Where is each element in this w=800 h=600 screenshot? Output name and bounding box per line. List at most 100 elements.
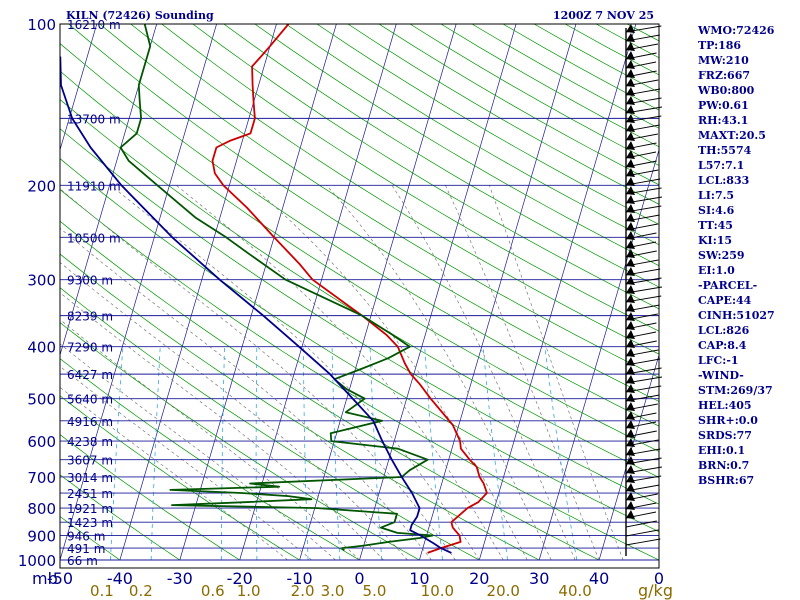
temperature-tick-label: -40 <box>107 569 133 588</box>
wind-barb <box>625 285 663 294</box>
stat-item: SI:4.6 <box>698 204 735 217</box>
pressure-tick-label: 900 <box>27 527 56 545</box>
height-label: 16210 m <box>67 18 121 32</box>
height-label: 4916 m <box>67 415 113 429</box>
wind-barb <box>625 159 657 168</box>
height-label: 11910 m <box>67 179 121 193</box>
wind-barb <box>625 330 657 339</box>
height-label: 6427 m <box>67 368 113 382</box>
stat-item: TT:45 <box>698 219 733 232</box>
temperature-tick-label: 30 <box>529 569 549 588</box>
isotherm-line <box>119 24 277 561</box>
stat-item: WB0:800 <box>698 84 755 97</box>
pressure-tick-label: 400 <box>27 339 56 357</box>
pressure-tick-label: 700 <box>27 469 56 487</box>
wind-barb <box>625 87 661 96</box>
stat-item: EHI:0.1 <box>698 444 746 457</box>
stat-item: MW:210 <box>698 54 749 67</box>
height-label: 1423 m <box>67 516 113 530</box>
moist-adiabat-line <box>60 227 432 561</box>
mixing-ratio-unit-label: g/kg <box>638 581 673 600</box>
stat-item: TP:186 <box>698 39 742 52</box>
wind-barb <box>625 33 660 42</box>
wind-barb <box>625 51 657 60</box>
wind-barb <box>625 141 657 150</box>
isotherm-line <box>538 148 659 561</box>
wind-barb <box>625 456 662 465</box>
stat-item: SW:259 <box>698 249 745 262</box>
temperature-tick-label: -50 <box>47 569 73 588</box>
stat-item: EI:1.0 <box>698 264 735 277</box>
temperature-tick-label: 0 <box>354 569 364 588</box>
wind-barb <box>625 105 663 114</box>
moist-adiabat-line <box>250 185 528 561</box>
wind-barbs <box>625 24 663 556</box>
stat-item: SHR+:0.0 <box>698 414 758 427</box>
wind-barb <box>625 339 657 348</box>
mixing-ratio-tick-label: 0.1 <box>90 582 114 600</box>
stat-item: TH:5574 <box>698 144 752 157</box>
wind-barb <box>625 276 662 285</box>
dewpoint-trace <box>119 24 434 552</box>
wind-barb <box>625 465 663 474</box>
wind-barb <box>625 447 661 456</box>
stat-item: PW:0.61 <box>698 99 749 112</box>
pressure-tick-label: 1000 <box>18 552 56 570</box>
wind-barb <box>625 483 660 492</box>
moist-adiabat-line <box>60 319 360 561</box>
wind-barb <box>625 69 657 78</box>
stat-item: CINH:51027 <box>698 309 775 322</box>
wind-barb <box>625 231 657 240</box>
stat-item: FRZ:667 <box>698 69 751 82</box>
plot-area <box>60 24 659 568</box>
isotherm-line <box>299 24 457 561</box>
mixing-ratio-tick-label: 2.0 <box>291 582 315 600</box>
temperature-tick-label: -20 <box>227 569 253 588</box>
wind-barb <box>625 402 658 411</box>
station-title: KILN (72426) Sounding <box>66 9 214 22</box>
wind-barb <box>625 195 663 204</box>
wind-barb <box>625 520 657 528</box>
pressure-tick-label: 500 <box>27 391 56 409</box>
moist-adiabat-line <box>60 386 288 561</box>
wind-barb <box>625 420 657 429</box>
stat-item: WMO:72426 <box>698 24 775 37</box>
wind-barb <box>625 429 657 438</box>
stats-panel: WMO:72426 TP:186 MW:210 FRZ:667 WB0:800 PW:0.… <box>698 23 775 488</box>
sounding-traces <box>60 24 488 554</box>
stat-item: CAP:8.4 <box>698 339 747 352</box>
height-label: 5640 m <box>67 393 113 407</box>
temperature-trace <box>211 24 488 554</box>
pressure-tick-label: 300 <box>27 272 56 290</box>
wind-barb <box>625 492 658 501</box>
isotherm-line <box>60 24 158 357</box>
wind-barb <box>625 186 662 195</box>
stat-item: BSHR:67 <box>698 474 755 487</box>
wind-barb <box>625 96 662 105</box>
wind-barb <box>625 249 657 258</box>
temperature-tick-label: 40 <box>589 569 609 588</box>
mixing-ratio-tick-label: 3.0 <box>321 582 345 600</box>
wind-barb <box>625 474 662 483</box>
stat-item: BRN:0.7 <box>698 459 750 472</box>
wind-barb <box>625 78 659 87</box>
pressure-tick-label: 200 <box>27 177 56 195</box>
wind-barb <box>625 538 661 546</box>
wind-barb <box>625 529 659 537</box>
isotherm-line <box>359 24 517 561</box>
wind-barb <box>625 60 657 69</box>
wind-barb <box>625 42 659 51</box>
wind-barb <box>625 393 660 402</box>
wind-barb <box>625 303 660 312</box>
stat-item: HEL:405 <box>698 399 752 412</box>
mixing-ratio-tick-label: 10.0 <box>421 582 454 600</box>
stat-item: KI:15 <box>698 234 733 247</box>
x-axis-unit-label: mb <box>32 569 58 588</box>
stat-item: STM:269/37 <box>698 384 773 397</box>
wind-barb <box>625 312 658 321</box>
pressure-tick-label: 800 <box>27 500 56 518</box>
wind-barb <box>625 375 663 384</box>
temperature-tick-label: 10 <box>409 569 429 588</box>
mixing-ratio-tick-label: 1.0 <box>237 582 261 600</box>
stat-item: LI:7.5 <box>698 189 735 202</box>
